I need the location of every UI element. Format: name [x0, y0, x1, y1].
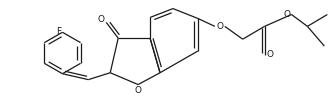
Text: O: O	[135, 86, 142, 95]
Text: F: F	[56, 27, 61, 36]
Text: O: O	[216, 22, 223, 31]
Text: O: O	[266, 51, 273, 59]
Text: O: O	[98, 15, 105, 24]
Text: O: O	[283, 10, 290, 19]
